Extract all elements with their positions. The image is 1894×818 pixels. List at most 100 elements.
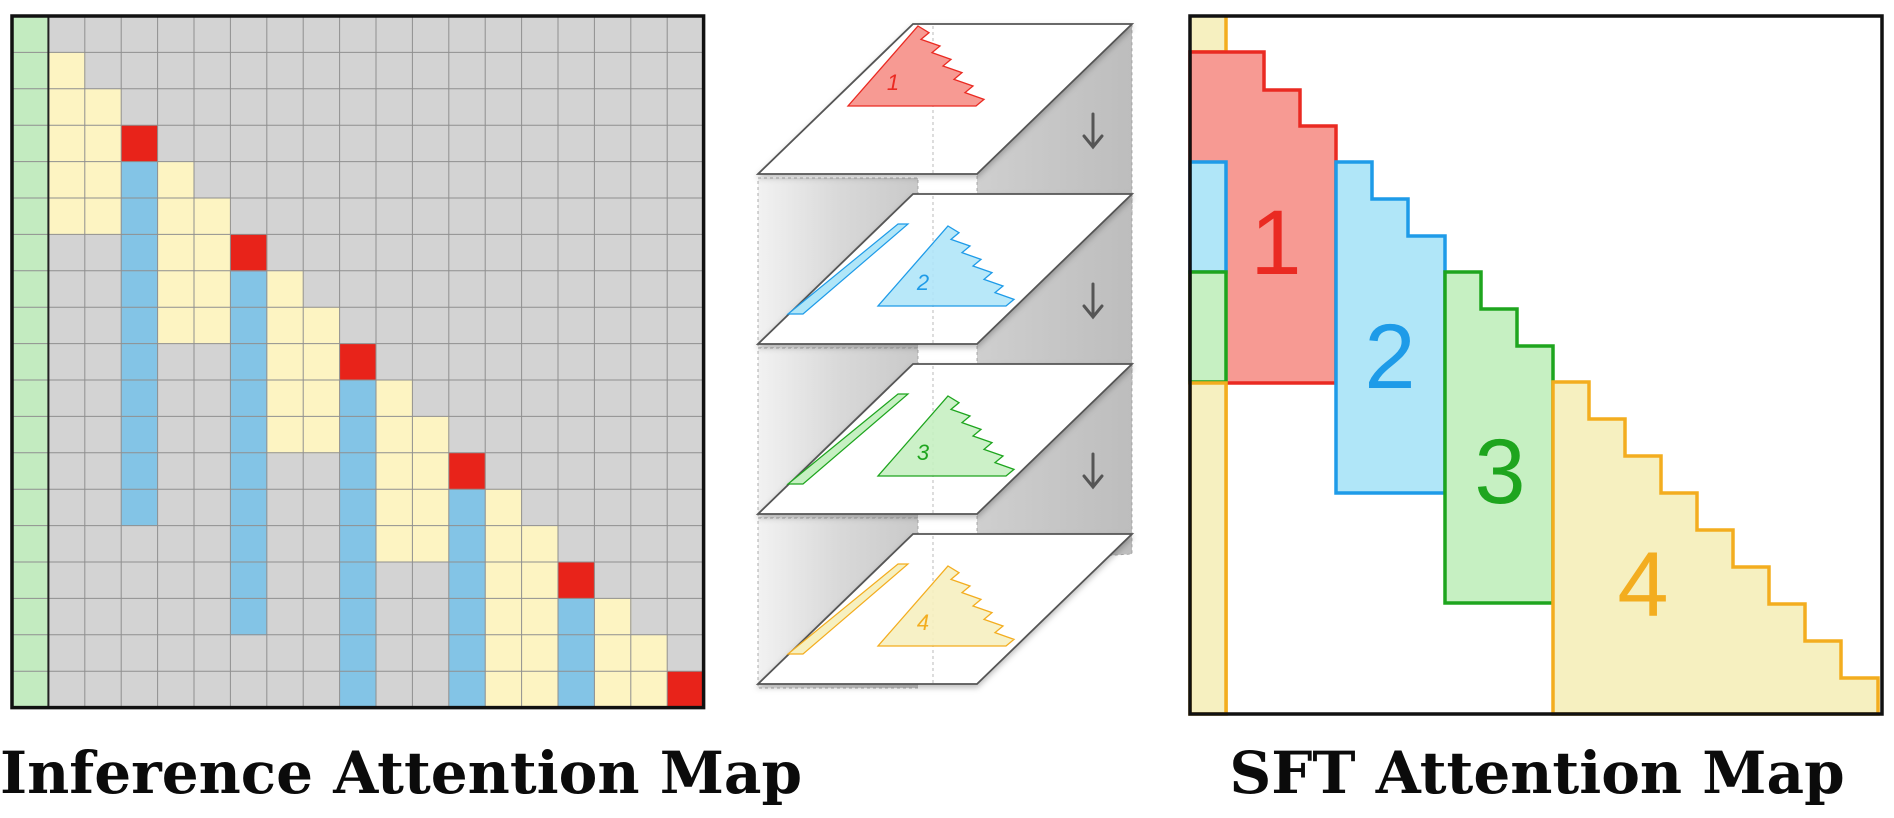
local-attention-cell bbox=[485, 489, 522, 526]
layer-label-2: 2 bbox=[916, 270, 929, 295]
query-cell bbox=[667, 671, 704, 708]
reuse-attention-cell bbox=[339, 525, 377, 563]
down-arrow-icon bbox=[1082, 452, 1104, 490]
local-attention-cell bbox=[412, 452, 450, 490]
query-cell bbox=[121, 125, 158, 162]
local-attention-cell bbox=[303, 343, 340, 381]
layer-1: 1 bbox=[755, 23, 1135, 175]
local-attention-cell bbox=[485, 562, 522, 599]
arrow-head bbox=[1082, 304, 1104, 320]
sft-block-label-3: 3 bbox=[1474, 421, 1525, 523]
prior-context-strip bbox=[786, 563, 910, 655]
reuse-attention-cell bbox=[448, 671, 486, 708]
reuse-attention-cell bbox=[230, 416, 268, 454]
local-attention-cell bbox=[376, 525, 413, 563]
sft-block-2-prefix bbox=[1188, 160, 1228, 274]
down-arrow-icon bbox=[1082, 282, 1104, 320]
local-attention-cell bbox=[48, 198, 86, 235]
layer-2: 2 bbox=[755, 193, 1135, 345]
local-attention-cell bbox=[48, 52, 86, 90]
attention-block-triangle bbox=[876, 395, 1016, 477]
grid-cells bbox=[12, 16, 704, 708]
query-cell bbox=[339, 343, 377, 381]
arrow-head bbox=[1082, 134, 1104, 150]
reuse-attention-cell bbox=[339, 452, 377, 490]
prefix-cell bbox=[12, 416, 49, 454]
reuse-attention-cell bbox=[448, 598, 486, 636]
local-attention-cell bbox=[194, 198, 231, 235]
prefix-cell bbox=[12, 307, 49, 344]
query-cell bbox=[230, 234, 268, 272]
arrow-head bbox=[1082, 474, 1104, 490]
reuse-attention-cell bbox=[230, 525, 268, 563]
local-attention-cell bbox=[266, 343, 304, 381]
local-attention-cell bbox=[412, 489, 450, 526]
local-attention-cell bbox=[376, 452, 413, 490]
local-attention-cell bbox=[266, 270, 304, 308]
prefix-cell bbox=[12, 161, 49, 199]
local-attention-cell bbox=[48, 161, 86, 199]
reuse-attention-cell bbox=[230, 380, 268, 417]
sft-block-3-prefix bbox=[1188, 270, 1228, 384]
prefix-cell bbox=[12, 234, 49, 272]
local-attention-cell bbox=[376, 380, 413, 417]
prior-context-strip bbox=[786, 223, 910, 315]
prefix-cell bbox=[12, 489, 49, 526]
local-attention-cell bbox=[485, 598, 522, 636]
query-cell bbox=[448, 452, 486, 490]
layer-label-1: 1 bbox=[887, 70, 899, 95]
local-attention-cell bbox=[157, 198, 195, 235]
local-attention-cell bbox=[266, 307, 304, 344]
prefix-cell bbox=[12, 198, 49, 235]
local-attention-cell bbox=[485, 634, 522, 672]
reuse-attention-cell bbox=[230, 452, 268, 490]
reuse-attention-cell bbox=[121, 307, 158, 344]
reuse-attention-cell bbox=[558, 671, 595, 708]
reuse-attention-cell bbox=[121, 452, 158, 490]
local-attention-cell bbox=[485, 525, 522, 563]
reuse-attention-cell bbox=[339, 380, 377, 417]
local-attention-cell bbox=[412, 416, 450, 454]
local-attention-cell bbox=[594, 598, 632, 636]
prefix-cell bbox=[12, 634, 49, 672]
sft-block-label-4: 4 bbox=[1617, 534, 1668, 636]
prefix-cell bbox=[12, 343, 49, 381]
prefix-cell bbox=[12, 562, 49, 599]
local-attention-cell bbox=[157, 270, 195, 308]
local-attention-cell bbox=[157, 234, 195, 272]
sft-map-caption: SFT Attention Map bbox=[1229, 739, 1845, 807]
reuse-attention-cell bbox=[558, 634, 595, 672]
local-attention-cell bbox=[157, 161, 195, 199]
local-attention-cell bbox=[521, 671, 559, 708]
local-attention-cell bbox=[521, 598, 559, 636]
local-attention-cell bbox=[48, 125, 86, 162]
sft-frame bbox=[1188, 14, 1884, 716]
prefix-cell bbox=[12, 598, 49, 636]
reuse-attention-cell bbox=[230, 307, 268, 344]
attention-block-triangle bbox=[876, 565, 1016, 647]
local-attention-cell bbox=[521, 525, 559, 563]
local-attention-cell bbox=[521, 562, 559, 599]
prefix-cell bbox=[12, 52, 49, 90]
reuse-attention-cell bbox=[558, 598, 595, 636]
local-attention-cell bbox=[157, 307, 195, 344]
layer-4: 4 bbox=[755, 533, 1135, 685]
reuse-attention-cell bbox=[121, 380, 158, 417]
reuse-attention-cell bbox=[230, 270, 268, 308]
local-attention-cell bbox=[412, 525, 450, 563]
reuse-attention-cell bbox=[121, 198, 158, 235]
reuse-attention-cell bbox=[121, 161, 158, 199]
local-attention-cell bbox=[303, 416, 340, 454]
reuse-attention-cell bbox=[339, 416, 377, 454]
local-attention-cell bbox=[521, 634, 559, 672]
local-attention-cell bbox=[630, 671, 668, 708]
inference-attention-map bbox=[10, 14, 706, 710]
reuse-attention-cell bbox=[230, 598, 268, 636]
prefix-cell bbox=[12, 270, 49, 308]
prior-context-strip bbox=[786, 393, 910, 485]
local-attention-cell bbox=[84, 198, 122, 235]
sft-block-4-prefix bbox=[1188, 381, 1228, 716]
reuse-attention-cell bbox=[339, 562, 377, 599]
local-attention-cell bbox=[266, 416, 304, 454]
